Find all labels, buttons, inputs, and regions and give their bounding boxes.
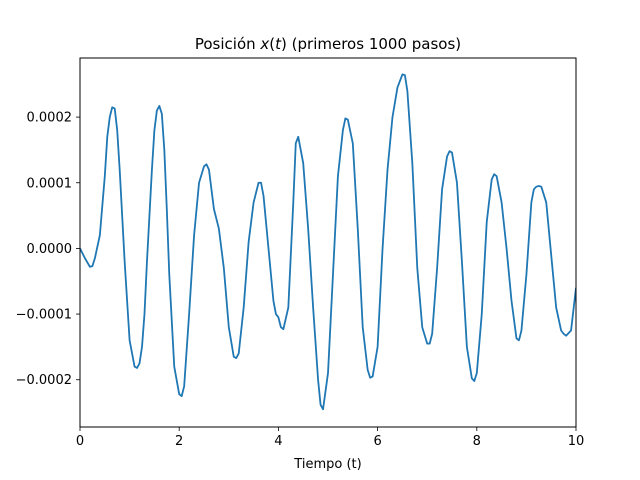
chart-title-argument: t (275, 35, 282, 53)
plot-area (80, 73, 576, 411)
x-tick-label: 4 (274, 434, 282, 449)
x-tick-label: 6 (373, 434, 381, 449)
chart-title-paren-close: ) (281, 35, 287, 53)
x-tick-label: 8 (473, 434, 481, 449)
y-tick-label: 0.0000 (27, 242, 73, 257)
x-tick-label: 10 (568, 434, 585, 449)
y-tick-label: 0.0002 (27, 111, 73, 126)
x-axis-ticks: 0 2 4 6 8 10 (76, 427, 584, 449)
axes-frame (79, 57, 577, 428)
chart-title-prefix: Posición (195, 35, 261, 53)
x-tick-label: 0 (76, 434, 84, 449)
chart-title-suffix: (primeros 1000 pasos) (287, 35, 461, 53)
x-tick-label: 2 (175, 434, 183, 449)
chart-title-paren-open: ( (269, 35, 275, 53)
y-tick-label: −0.0001 (16, 308, 72, 323)
y-axis-ticks: −0.0002 −0.0001 0.0000 0.0001 0.0002 (16, 111, 80, 388)
y-tick-label: −0.0002 (16, 373, 72, 388)
chart-title: Posición x(t) (primeros 1000 pasos) (195, 35, 461, 53)
x-axis-label: Tiempo (t) (293, 457, 361, 472)
series-line-0 (80, 73, 576, 411)
chart-title-variable: x (259, 35, 269, 53)
y-tick-label: 0.0001 (27, 176, 73, 191)
